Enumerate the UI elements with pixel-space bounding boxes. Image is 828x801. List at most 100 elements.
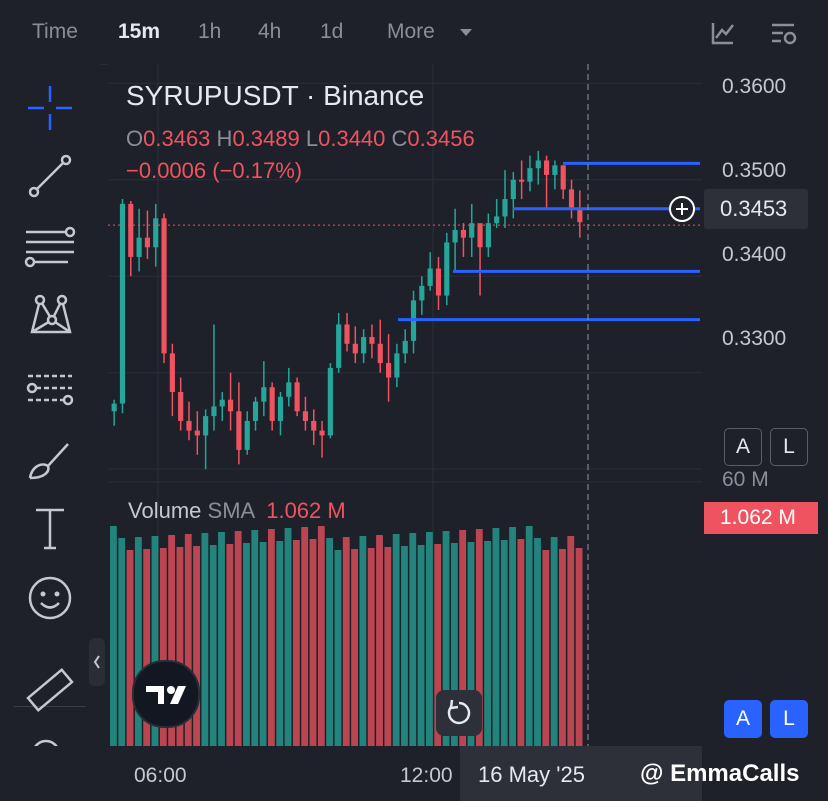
volume-bar xyxy=(484,541,492,746)
measure-tool[interactable] xyxy=(22,662,78,718)
pattern-icon xyxy=(30,294,72,334)
chart-pane[interactable] xyxy=(108,64,702,746)
pattern-tool[interactable] xyxy=(22,286,78,342)
volume-bar xyxy=(517,539,525,746)
toolbar-collapse-button[interactable] xyxy=(89,638,105,686)
volume-sma-value: 1.062 M xyxy=(266,498,346,523)
tab-time[interactable]: Time xyxy=(32,20,78,43)
price-tick: 0.3300 xyxy=(722,327,787,350)
volume-bar xyxy=(550,537,558,746)
candle-body xyxy=(211,406,217,417)
open-value: 0.3463 xyxy=(143,126,211,151)
high-value: 0.3489 xyxy=(232,126,300,151)
crosshair-tool[interactable] xyxy=(22,80,78,136)
forecast-tool[interactable] xyxy=(22,360,78,416)
candle-body xyxy=(286,382,292,397)
candle-body xyxy=(510,179,516,200)
volume-bar xyxy=(525,526,533,746)
volume-bar xyxy=(459,530,467,746)
volume-bar xyxy=(276,541,284,746)
close-value: 0.3456 xyxy=(407,126,475,151)
candle-body xyxy=(136,237,142,257)
candle-body xyxy=(236,411,242,450)
volume-bar xyxy=(376,535,383,746)
volume-bar xyxy=(492,528,500,746)
brush-tool[interactable] xyxy=(22,432,78,488)
settings-icon[interactable] xyxy=(768,18,798,48)
forecast-icon xyxy=(26,374,74,406)
emoji-tool[interactable] xyxy=(22,570,78,626)
candle-body xyxy=(344,324,350,344)
candle-body xyxy=(568,189,575,209)
smiley-icon xyxy=(28,576,72,620)
candle-body xyxy=(219,399,225,407)
candle-body xyxy=(244,420,250,450)
volume-bar xyxy=(259,542,267,746)
log-scale-button[interactable]: L xyxy=(770,428,808,466)
volume-bar xyxy=(110,526,117,746)
candle-body xyxy=(544,160,550,175)
candle-body xyxy=(419,285,425,301)
candle-body xyxy=(252,401,259,421)
tab-1d[interactable]: 1d xyxy=(320,20,344,43)
candle-body xyxy=(352,343,358,354)
timeframe-bar: Time 15m 1h 4h 1d More xyxy=(0,0,828,65)
open-label: O xyxy=(126,126,144,151)
volume-bar xyxy=(575,548,583,746)
volume-bar xyxy=(450,543,458,746)
reset-icon xyxy=(447,699,471,725)
volume-label: Volume xyxy=(128,498,202,523)
volume-bar xyxy=(159,548,167,746)
candle-body xyxy=(311,420,317,431)
candle-body xyxy=(277,396,284,421)
volume-bar xyxy=(126,550,134,746)
volume-bar xyxy=(301,527,309,746)
volume-bar xyxy=(442,531,450,746)
chevron-down-icon[interactable] xyxy=(458,27,474,39)
volume-bar xyxy=(434,544,442,746)
volume-bar xyxy=(143,549,151,746)
candle-body xyxy=(469,223,475,238)
volume-sma-label: SMA xyxy=(207,498,254,523)
auto-scale-active-button[interactable]: A xyxy=(724,700,762,738)
tab-15m[interactable]: 15m xyxy=(118,20,161,43)
time-tick: 06:00 xyxy=(134,764,187,787)
fib-retracement-tool[interactable] xyxy=(22,218,78,274)
candle-body xyxy=(119,203,126,404)
log-scale-active-button[interactable]: L xyxy=(770,700,808,738)
add-alert-icon[interactable] xyxy=(664,194,700,224)
low-value: 0.3440 xyxy=(318,126,386,151)
candle-body xyxy=(369,337,375,344)
ohlc-readout: O0.3463 H0.3489 L0.3440 C0.3456 xyxy=(126,126,475,152)
price-change: −0.0006 (−0.17%) xyxy=(126,158,303,183)
volume-legend: Volume SMA 1.062 M xyxy=(128,498,346,524)
volume-bar xyxy=(392,534,400,746)
volume-bar xyxy=(384,547,392,746)
candle-body xyxy=(502,199,508,217)
volume-bar xyxy=(351,549,358,746)
drawing-toolbar xyxy=(0,64,100,801)
crosshair-icon xyxy=(28,86,72,130)
price-tick: 0.3600 xyxy=(722,75,787,98)
volume-tag-value: 1.062 M xyxy=(720,506,796,529)
auto-scale-button[interactable]: A xyxy=(724,428,762,466)
brush-icon xyxy=(28,443,69,480)
tab-more[interactable]: More xyxy=(387,20,435,43)
candle-body xyxy=(494,216,500,224)
candle-body xyxy=(386,363,392,378)
candle-body xyxy=(527,168,533,182)
text-tool[interactable] xyxy=(22,500,78,556)
volume-bar xyxy=(309,539,317,746)
candle-body xyxy=(178,392,184,421)
current-price-tag: 0.3453 xyxy=(704,189,808,229)
volume-axis-tick: 60 M xyxy=(722,468,769,491)
tab-4h[interactable]: 4h xyxy=(258,20,282,43)
chart-type-icon[interactable] xyxy=(708,18,738,48)
reset-chart-button[interactable] xyxy=(436,690,482,736)
tab-1h[interactable]: 1h xyxy=(198,20,222,43)
candle-body xyxy=(186,420,192,431)
trend-line-tool[interactable] xyxy=(22,148,78,204)
price-axis[interactable]: 0.3600 0.3500 0.3400 0.3300 60 M xyxy=(702,64,828,746)
volume-bar xyxy=(401,546,408,746)
volume-bar xyxy=(193,546,200,746)
